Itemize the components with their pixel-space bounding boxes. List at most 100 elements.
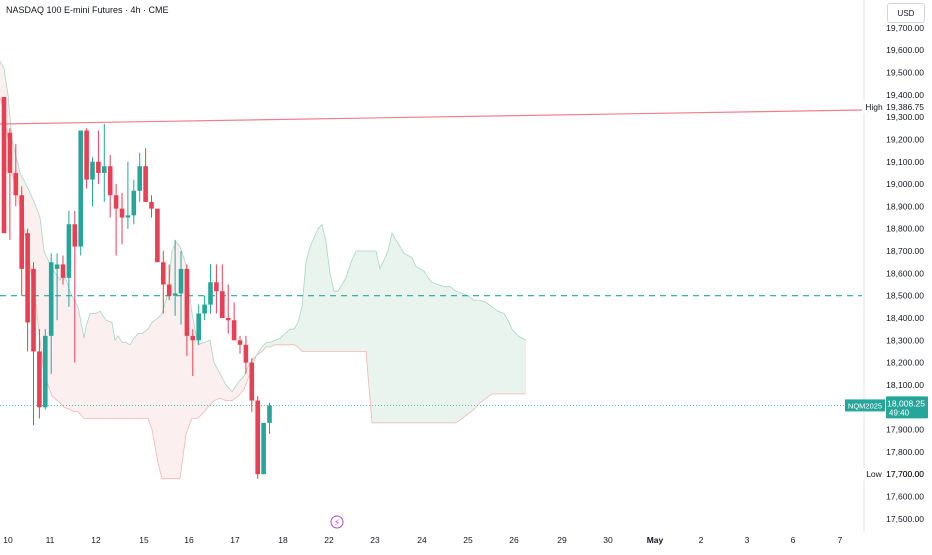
x-tick-label: 30 (603, 535, 613, 545)
x-tick-label: 3 (745, 535, 750, 545)
y-tick-label: 17,800.00 (886, 447, 924, 457)
y-tick-label: 17,900.00 (886, 425, 924, 435)
candle-body (190, 335, 196, 341)
lightning-icon: ⚡ (334, 518, 340, 528)
candle-body (37, 351, 42, 408)
candle-body (184, 268, 190, 336)
candle-body (231, 320, 237, 341)
y-tick-label: 17,700.00 (886, 469, 924, 479)
y-tick-label: 19,300.00 (886, 112, 924, 122)
candle-body (220, 291, 225, 318)
candle-body (119, 208, 125, 218)
symbol-tag-box (845, 399, 885, 412)
x-tick-label: 18 (278, 535, 288, 545)
candle-body (143, 166, 148, 202)
candle-body (107, 166, 113, 196)
x-tick-label: 17 (230, 535, 240, 545)
candle-body (261, 422, 266, 475)
x-tick-label: 16 (184, 535, 194, 545)
candle-body (7, 132, 13, 173)
x-tick-label: 10 (3, 535, 13, 545)
high-value: 19,386.75 (886, 102, 924, 112)
y-tick-label: 19,000.00 (886, 179, 924, 189)
y-tick-label: 19,400.00 (886, 90, 924, 100)
x-tick-label: 11 (46, 535, 55, 545)
candle-body (66, 224, 72, 278)
y-tick-label: 18,900.00 (886, 201, 924, 211)
x-tick-label: May (647, 535, 664, 545)
candle-body (243, 344, 249, 363)
y-tick-label: 19,600.00 (886, 45, 924, 55)
cloud-fill-green (250, 224, 526, 423)
x-tick-label: 6 (791, 535, 796, 545)
y-tick-label: 18,600.00 (886, 268, 924, 278)
candle-body (72, 224, 78, 247)
candle-body (172, 293, 178, 296)
candle-body (178, 268, 184, 294)
low-label-box (863, 468, 885, 481)
candle-body (237, 340, 243, 345)
x-tick-label: 12 (91, 535, 101, 545)
y-tick-label: 18,100.00 (886, 380, 924, 390)
price-tag-countdown: 49:40 (889, 408, 910, 417)
y-tick-label: 18,400.00 (886, 313, 924, 323)
candle-body (208, 282, 213, 305)
x-tick-label: 15 (139, 535, 149, 545)
high-label: High (865, 102, 883, 112)
candle-body (137, 166, 142, 191)
event-lightning-icon[interactable] (330, 515, 344, 529)
candle-body (13, 172, 19, 196)
x-tick-label: 7 (838, 535, 843, 545)
currency-button[interactable]: USD (887, 3, 925, 23)
x-tick-label: 22 (324, 535, 334, 545)
y-tick-label: 18,700.00 (886, 246, 924, 256)
low-value: 17,700.00 (886, 469, 924, 479)
price-tag-value: 18,008.25 (887, 398, 925, 408)
candle-body (96, 161, 101, 173)
y-tick-label: 19,700.00 (886, 23, 924, 33)
candle-body (214, 282, 219, 292)
y-tick-label: 19,100.00 (886, 157, 924, 167)
high-trend-line (0, 109, 863, 125)
candle-body (54, 264, 60, 269)
candle-body (202, 304, 207, 314)
y-tick-label: 19,500.00 (886, 67, 924, 77)
price-tag-box (886, 396, 928, 419)
candle-body (196, 313, 201, 341)
x-tick-label: 26 (509, 535, 519, 545)
candle-body (31, 268, 36, 352)
chart-title: NASDAQ 100 E-mini Futures · 4h · CME (6, 5, 169, 15)
x-tick-label: 2 (699, 535, 704, 545)
candle-body (60, 264, 66, 278)
y-tick-label: 18,500.00 (886, 291, 924, 301)
y-tick-label: 19,200.00 (886, 134, 924, 144)
candle-body (90, 161, 95, 180)
candle-body (25, 233, 30, 323)
candle-body (131, 190, 137, 216)
candle-body (149, 201, 154, 209)
x-tick-label: 29 (557, 535, 567, 545)
candle-body (1, 97, 7, 234)
x-tick-label: 23 (370, 535, 380, 545)
candle-body (113, 195, 119, 209)
cloud-span-a (0, 61, 527, 393)
candle-body (125, 215, 131, 218)
y-tick-label: 18,800.00 (886, 224, 924, 234)
y-tick-label: 17,600.00 (886, 492, 924, 502)
candle-body (267, 405, 272, 423)
candle-body (155, 208, 160, 263)
x-tick-label: 25 (463, 535, 473, 545)
candle-body (161, 262, 166, 285)
candle-body (166, 284, 172, 296)
candle-body (255, 400, 260, 475)
candle-body (249, 362, 255, 401)
cloud-span-b (0, 96, 526, 480)
candle-body (43, 335, 48, 408)
candle-body (78, 130, 83, 247)
candle-body (48, 262, 54, 336)
candle-body (84, 130, 89, 180)
candle-body (102, 166, 107, 173)
candle-body (225, 317, 231, 321)
